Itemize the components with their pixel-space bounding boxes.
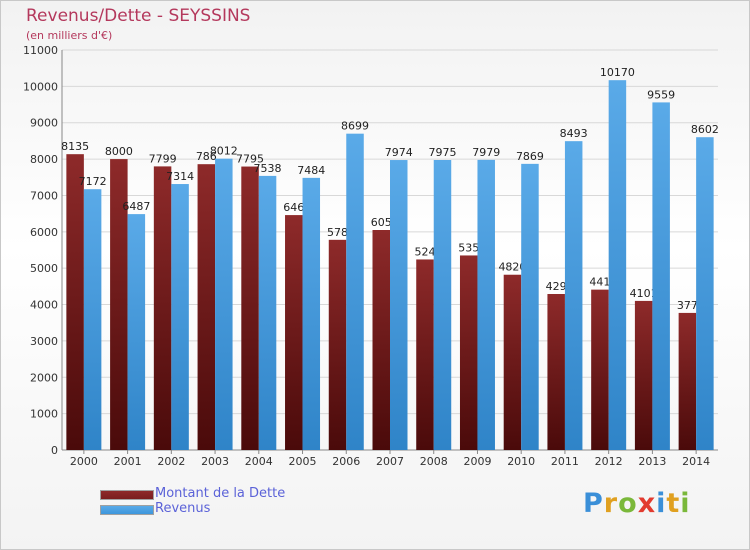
legend-swatch-revenus bbox=[100, 505, 154, 515]
x-tick-label: 2001 bbox=[114, 455, 142, 468]
x-tick-label: 2012 bbox=[595, 455, 623, 468]
chart-subtitle: (en milliers d'€) bbox=[26, 29, 113, 42]
data-label-revenus: 7975 bbox=[428, 146, 456, 159]
y-tick-label: 1000 bbox=[30, 408, 58, 421]
data-label-revenus: 8602 bbox=[691, 123, 719, 136]
x-tick-label: 2008 bbox=[420, 455, 448, 468]
data-label-dette: 7799 bbox=[149, 152, 177, 165]
bar-revenus bbox=[433, 160, 452, 450]
data-label-revenus: 7869 bbox=[516, 150, 544, 163]
bar-dette bbox=[591, 289, 609, 450]
x-tick-label: 2007 bbox=[376, 455, 404, 468]
data-label-dette: 441 bbox=[589, 276, 610, 289]
data-label-revenus: 8012 bbox=[210, 145, 238, 158]
data-label-dette: 786 bbox=[196, 150, 217, 163]
y-tick-label: 0 bbox=[51, 444, 58, 457]
bar-revenus bbox=[258, 175, 277, 450]
legend-label-dette: Montant de la Dette bbox=[155, 486, 286, 501]
data-label-dette: 578 bbox=[327, 226, 348, 239]
data-label-dette: 377 bbox=[677, 299, 698, 312]
data-label-revenus: 6487 bbox=[122, 200, 150, 213]
x-tick-label: 2009 bbox=[463, 455, 491, 468]
y-tick-label: 10000 bbox=[23, 80, 58, 93]
data-label-dette: 8135 bbox=[61, 140, 89, 153]
bar-revenus bbox=[215, 158, 233, 450]
data-label-revenus: 7484 bbox=[297, 164, 325, 177]
bar-revenus bbox=[521, 163, 539, 450]
legend-label-revenus: Revenus bbox=[155, 501, 211, 516]
bar-dette bbox=[66, 154, 84, 450]
y-tick-label: 8000 bbox=[30, 153, 58, 166]
data-label-dette: 7795 bbox=[236, 153, 264, 166]
bar-dette bbox=[241, 166, 259, 450]
bar-dette bbox=[416, 259, 434, 450]
bar-revenus bbox=[83, 189, 102, 450]
bar-revenus bbox=[390, 160, 408, 450]
data-label-dette: 605 bbox=[371, 216, 392, 229]
y-tick-label: 11000 bbox=[23, 44, 58, 57]
bar-dette bbox=[110, 159, 128, 450]
data-label-dette: 429 bbox=[546, 280, 567, 293]
bar-revenus bbox=[696, 137, 714, 450]
x-tick-label: 2005 bbox=[289, 455, 317, 468]
x-tick-label: 2013 bbox=[638, 455, 666, 468]
bar-revenus bbox=[652, 102, 670, 451]
bar-dette bbox=[459, 255, 478, 450]
bar-dette bbox=[678, 312, 697, 450]
x-tick-label: 2011 bbox=[551, 455, 579, 468]
data-label-revenus: 7974 bbox=[385, 146, 413, 159]
data-label-dette: 8000 bbox=[105, 145, 133, 158]
bar-dette bbox=[328, 239, 347, 450]
data-label-dette: 524 bbox=[414, 245, 435, 258]
x-tick-label: 2010 bbox=[507, 455, 535, 468]
chart-title: Revenus/Dette - SEYSSINS bbox=[26, 6, 251, 26]
bar-dette bbox=[372, 230, 390, 450]
bar-dette bbox=[197, 164, 216, 450]
bar-revenus bbox=[171, 184, 189, 450]
data-label-dette: 646 bbox=[283, 201, 304, 214]
bar-revenus bbox=[346, 133, 364, 450]
data-label-dette: 4101 bbox=[630, 287, 658, 300]
data-label-revenus: 9559 bbox=[647, 88, 675, 101]
x-tick-label: 2002 bbox=[157, 455, 185, 468]
data-label-revenus: 7979 bbox=[472, 146, 500, 159]
legend-swatch-dette bbox=[100, 490, 154, 500]
x-tick-label: 2003 bbox=[201, 455, 229, 468]
bar-dette bbox=[503, 274, 522, 450]
data-label-revenus: 7314 bbox=[166, 170, 194, 183]
data-label-dette: 535 bbox=[458, 241, 479, 254]
y-tick-label: 9000 bbox=[30, 117, 58, 130]
data-label-dette: 4820 bbox=[498, 261, 526, 274]
y-tick-label: 2000 bbox=[30, 371, 58, 384]
bar-dette bbox=[285, 215, 303, 450]
proxiti-logo: Proxiti bbox=[583, 488, 691, 519]
bar-dette bbox=[153, 166, 172, 450]
y-tick-label: 7000 bbox=[30, 189, 58, 202]
bar-revenus bbox=[477, 159, 495, 450]
x-tick-label: 2000 bbox=[70, 455, 98, 468]
data-label-revenus: 10170 bbox=[600, 66, 635, 79]
bar-revenus bbox=[564, 141, 583, 450]
data-label-revenus: 8699 bbox=[341, 120, 369, 133]
bar-revenus bbox=[608, 80, 627, 450]
bar-revenus bbox=[302, 177, 321, 450]
bar-revenus bbox=[127, 214, 146, 450]
bar-dette bbox=[634, 300, 653, 450]
data-label-revenus: 7172 bbox=[79, 175, 107, 188]
y-tick-label: 6000 bbox=[30, 226, 58, 239]
y-tick-label: 4000 bbox=[30, 299, 58, 312]
data-label-revenus: 7538 bbox=[254, 162, 282, 175]
x-tick-label: 2004 bbox=[245, 455, 273, 468]
data-label-revenus: 8493 bbox=[560, 127, 588, 140]
bar-dette bbox=[547, 294, 565, 450]
y-tick-label: 3000 bbox=[30, 335, 58, 348]
x-tick-label: 2006 bbox=[332, 455, 360, 468]
y-tick-label: 5000 bbox=[30, 262, 58, 275]
x-tick-label: 2014 bbox=[682, 455, 710, 468]
